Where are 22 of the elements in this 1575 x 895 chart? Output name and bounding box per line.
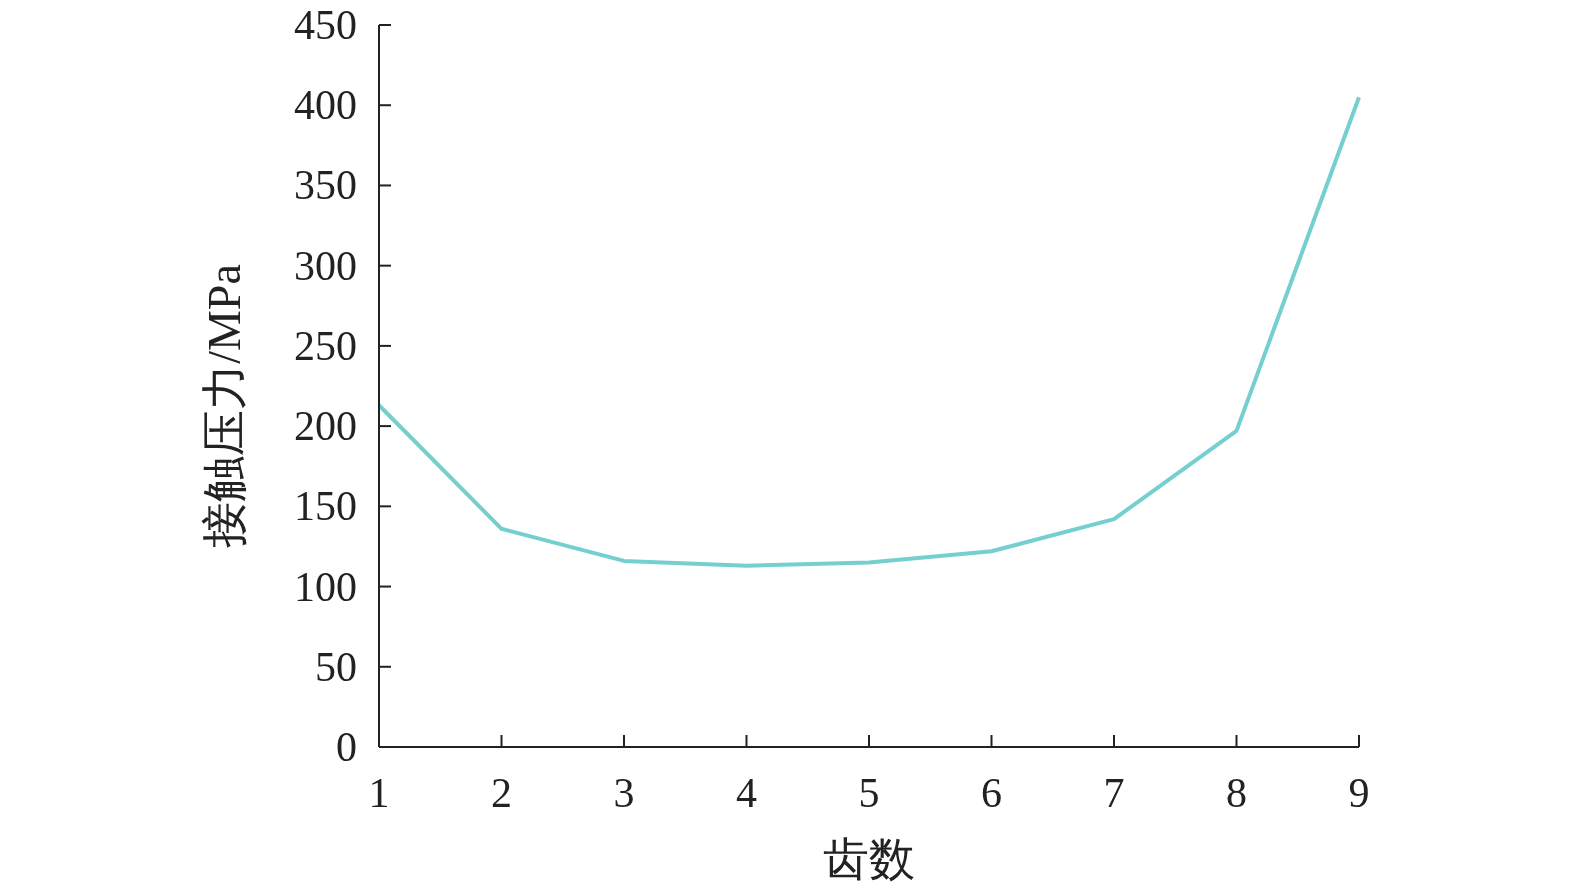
y-axis-title: 接触压力/MPa xyxy=(199,264,250,548)
x-tick-label: 4 xyxy=(736,770,757,816)
y-tick-label: 200 xyxy=(294,403,357,450)
y-tick-label: 150 xyxy=(294,483,357,530)
x-tick-label: 9 xyxy=(1348,770,1370,816)
y-tick-label: 450 xyxy=(294,2,357,48)
x-tick-label: 3 xyxy=(613,770,635,816)
line-series xyxy=(377,95,1361,568)
x-tick-label: 2 xyxy=(491,770,512,816)
x-tick-label: 5 xyxy=(858,770,880,816)
x-tick-label: 8 xyxy=(1226,770,1247,816)
y-tick-label: 50 xyxy=(315,643,357,690)
y-tick-label: 0 xyxy=(336,724,357,770)
x-tick-label: 1 xyxy=(368,770,390,816)
x-tick-label: 7 xyxy=(1103,770,1125,816)
y-tick-label: 300 xyxy=(294,242,357,289)
y-tick-label: 250 xyxy=(294,322,357,369)
x-tick-label: 6 xyxy=(981,770,1002,816)
y-tick-label: 100 xyxy=(294,563,357,610)
y-tick-label: 350 xyxy=(294,162,357,209)
y-tick-label: 400 xyxy=(294,82,357,129)
x-axis-title: 齿数 xyxy=(823,834,915,885)
